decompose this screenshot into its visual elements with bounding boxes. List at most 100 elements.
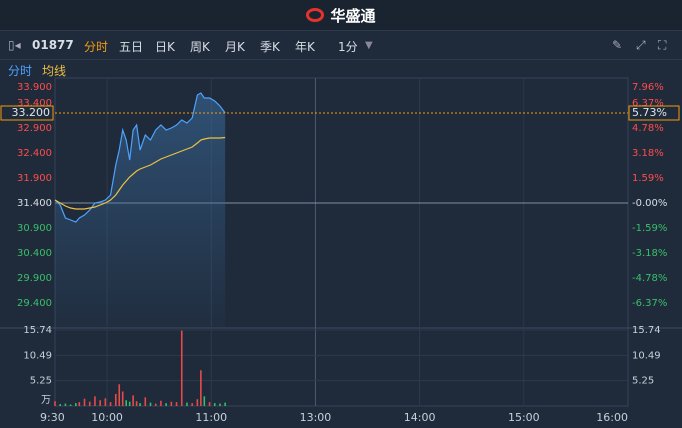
volume-bar xyxy=(128,401,131,406)
x-tick-label: 13:00 xyxy=(300,411,332,424)
logo-icon xyxy=(306,8,325,22)
y2-tick-label: 1.59% xyxy=(632,173,664,184)
tab[interactable]: 五日 xyxy=(119,40,144,54)
y2-tick-label: -1.59% xyxy=(632,223,667,234)
volume-bar xyxy=(180,330,183,406)
brand: 华盛通 xyxy=(330,6,376,25)
header: 华盛通 xyxy=(0,0,682,31)
y2-tick-label: 3.18% xyxy=(632,148,664,159)
volume-bar xyxy=(200,370,202,406)
y2-tick-label: 7.96% xyxy=(632,82,664,93)
volume-bar xyxy=(99,400,101,406)
volume-bar xyxy=(191,403,193,406)
volume-bar xyxy=(64,403,67,406)
volume-bar xyxy=(196,399,199,406)
volume-bar xyxy=(139,403,141,406)
volume-tick-label: 10.49 xyxy=(632,350,661,361)
y-tick-label: 31.400 xyxy=(17,198,52,209)
y-tick-label: 31.900 xyxy=(17,173,52,184)
y-tick-label: 32.900 xyxy=(17,123,52,134)
x-tick-label: 14:00 xyxy=(404,411,436,424)
y2-tick-label: -4.78% xyxy=(632,273,667,284)
y-tick-label: 33.900 xyxy=(17,82,52,93)
draw-icon[interactable]: ✎ xyxy=(612,38,623,52)
volume-bar xyxy=(135,401,138,406)
volume-bar xyxy=(78,402,81,406)
volume-bar xyxy=(160,400,162,406)
volume-bar xyxy=(54,401,56,406)
y2-tick-label: 6.37% xyxy=(632,98,664,109)
stock-code: 01877 xyxy=(32,38,74,52)
toolbar: ▯◂ 01877 分时 五日 日K 周K 月K 季K 年K 1分 ▼ ✎ ⤢ ⛶ xyxy=(0,31,682,60)
expand-icon[interactable]: ⤢ xyxy=(636,38,646,52)
average-line xyxy=(54,136,226,210)
volume-bar xyxy=(144,397,147,406)
volume-bar xyxy=(165,403,167,406)
y-tick-label: 29.900 xyxy=(17,273,52,284)
volume-bar xyxy=(219,403,221,406)
y-tick-label: 30.400 xyxy=(17,248,52,259)
y-tick-label: 32.400 xyxy=(17,148,52,159)
x-tick-label: 16:00 xyxy=(596,411,628,424)
volume-bar xyxy=(118,384,121,406)
volume-bar xyxy=(170,401,173,406)
tab[interactable]: 周K xyxy=(190,40,210,54)
volume-bar xyxy=(203,396,206,406)
tab[interactable]: 日K xyxy=(155,40,175,54)
x-tick-label: 15:00 xyxy=(508,411,540,424)
dropdown-arrow[interactable]: ▼ xyxy=(365,40,373,51)
volume-tick-label: 15.74 xyxy=(23,325,52,336)
volume-bar xyxy=(132,395,134,406)
volume-bar xyxy=(186,402,188,406)
last-price-box xyxy=(0,105,54,121)
volume-bar xyxy=(88,401,91,406)
y-tick-label: 30.900 xyxy=(17,223,52,234)
price-area xyxy=(55,93,226,328)
volume-bar xyxy=(69,404,72,406)
volume-bar xyxy=(175,402,178,406)
volume-tick-label: 10.49 xyxy=(23,350,52,361)
volume-bar xyxy=(104,398,107,406)
volume-bar xyxy=(149,402,152,406)
y2-tick-label: 4.78% xyxy=(632,123,664,134)
back-icon[interactable]: ▯◂ xyxy=(8,38,21,52)
volume-bar xyxy=(121,391,124,406)
y2-tick-label: -6.37% xyxy=(632,298,667,309)
volume-tick-label: 5.25 xyxy=(30,376,52,387)
y-tick-label: 29.400 xyxy=(17,298,52,309)
tab[interactable]: 分时 xyxy=(84,40,109,54)
legend-entry: 分时 xyxy=(8,64,33,78)
volume-bar xyxy=(114,393,117,406)
x-tick-label: 10:00 xyxy=(91,411,123,424)
volume-bar xyxy=(224,402,226,406)
volume-bar xyxy=(208,402,211,406)
fullscreen-icon[interactable]: ⛶ xyxy=(658,38,667,52)
legend: 分时 均线 xyxy=(0,60,682,78)
last-change-box xyxy=(628,105,680,121)
x-tick-label: 11:00 xyxy=(195,411,227,424)
interval-select[interactable]: 1分 xyxy=(338,40,358,54)
tab[interactable]: 季K xyxy=(260,40,280,54)
volume-bar xyxy=(154,403,157,406)
volume-bar xyxy=(109,402,112,406)
volume-bar xyxy=(59,404,62,406)
last-change-label: 5.73% xyxy=(632,106,667,119)
y2-tick-label: -0.00% xyxy=(632,198,667,209)
volume-bar xyxy=(75,403,77,406)
volume-unit: 万 xyxy=(41,395,51,406)
volume-bar xyxy=(213,403,216,406)
x-tick-label: 9:30 xyxy=(40,411,65,424)
volume-bar xyxy=(94,396,96,406)
y-tick-label: 33.400 xyxy=(17,98,52,109)
tab[interactable]: 年K xyxy=(295,40,315,54)
y2-tick-label: -3.18% xyxy=(632,248,667,259)
volume-tick-label: 15.74 xyxy=(632,325,661,336)
tab[interactable]: 月K xyxy=(225,40,245,54)
volume-tick-label: 5.25 xyxy=(632,376,654,387)
legend-entry: 均线 xyxy=(42,64,67,78)
volume-bar xyxy=(83,398,86,406)
last-price-label: 33.200 xyxy=(12,106,51,119)
price-line xyxy=(54,92,226,223)
